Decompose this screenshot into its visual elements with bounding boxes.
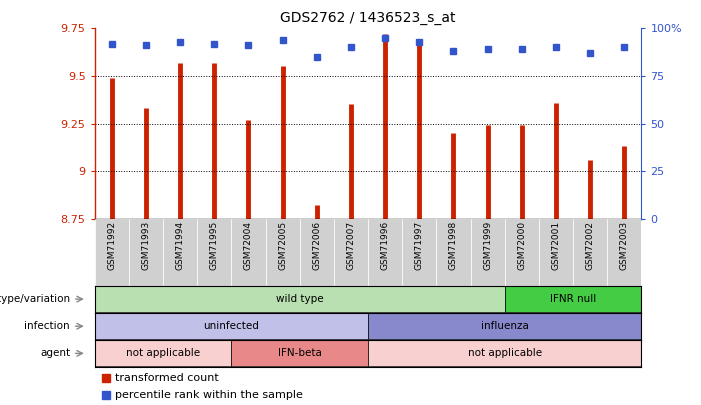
Text: GSM71997: GSM71997	[415, 221, 424, 270]
Text: uninfected: uninfected	[203, 321, 259, 331]
Bar	[300, 219, 334, 286]
Text: GSM72002: GSM72002	[585, 221, 594, 270]
Text: GSM71993: GSM71993	[142, 221, 151, 270]
Text: GSM72004: GSM72004	[244, 221, 253, 270]
Bar	[607, 219, 641, 286]
Text: GSM71998: GSM71998	[449, 221, 458, 270]
Bar	[95, 313, 368, 339]
Bar	[505, 286, 641, 312]
Text: GSM71999: GSM71999	[483, 221, 492, 270]
Text: infection: infection	[25, 321, 70, 331]
Bar	[334, 219, 368, 286]
Text: genotype/variation: genotype/variation	[0, 294, 70, 304]
Bar	[129, 219, 163, 286]
Text: not applicable: not applicable	[468, 348, 542, 358]
Text: GSM72003: GSM72003	[620, 221, 629, 270]
Bar	[505, 219, 539, 286]
Text: IFN-beta: IFN-beta	[278, 348, 322, 358]
Bar	[368, 313, 641, 339]
Text: GSM71996: GSM71996	[381, 221, 390, 270]
Title: GDS2762 / 1436523_s_at: GDS2762 / 1436523_s_at	[280, 11, 456, 25]
Bar	[95, 219, 129, 286]
Text: not applicable: not applicable	[126, 348, 200, 358]
Text: IFNR null: IFNR null	[550, 294, 596, 304]
Text: transformed count: transformed count	[116, 373, 219, 383]
Text: GSM71995: GSM71995	[210, 221, 219, 270]
Bar	[197, 219, 231, 286]
Text: wild type: wild type	[276, 294, 323, 304]
Bar	[95, 286, 505, 312]
Text: GSM72005: GSM72005	[278, 221, 287, 270]
Bar	[368, 219, 402, 286]
Bar	[573, 219, 607, 286]
Bar	[266, 219, 300, 286]
Bar	[402, 219, 436, 286]
Bar	[368, 340, 641, 367]
Text: GSM71994: GSM71994	[175, 221, 184, 270]
Bar	[95, 340, 231, 367]
Text: agent: agent	[40, 348, 70, 358]
Text: GSM72007: GSM72007	[346, 221, 355, 270]
Text: influenza: influenza	[481, 321, 529, 331]
Text: percentile rank within the sample: percentile rank within the sample	[116, 390, 304, 400]
Bar	[436, 219, 470, 286]
Text: GSM72000: GSM72000	[517, 221, 526, 270]
Bar	[231, 340, 368, 367]
Bar	[470, 219, 505, 286]
Text: GSM72001: GSM72001	[552, 221, 561, 270]
Bar	[539, 219, 573, 286]
Bar	[163, 219, 197, 286]
Text: GSM71992: GSM71992	[107, 221, 116, 270]
Text: GSM72006: GSM72006	[312, 221, 321, 270]
Bar	[231, 219, 266, 286]
